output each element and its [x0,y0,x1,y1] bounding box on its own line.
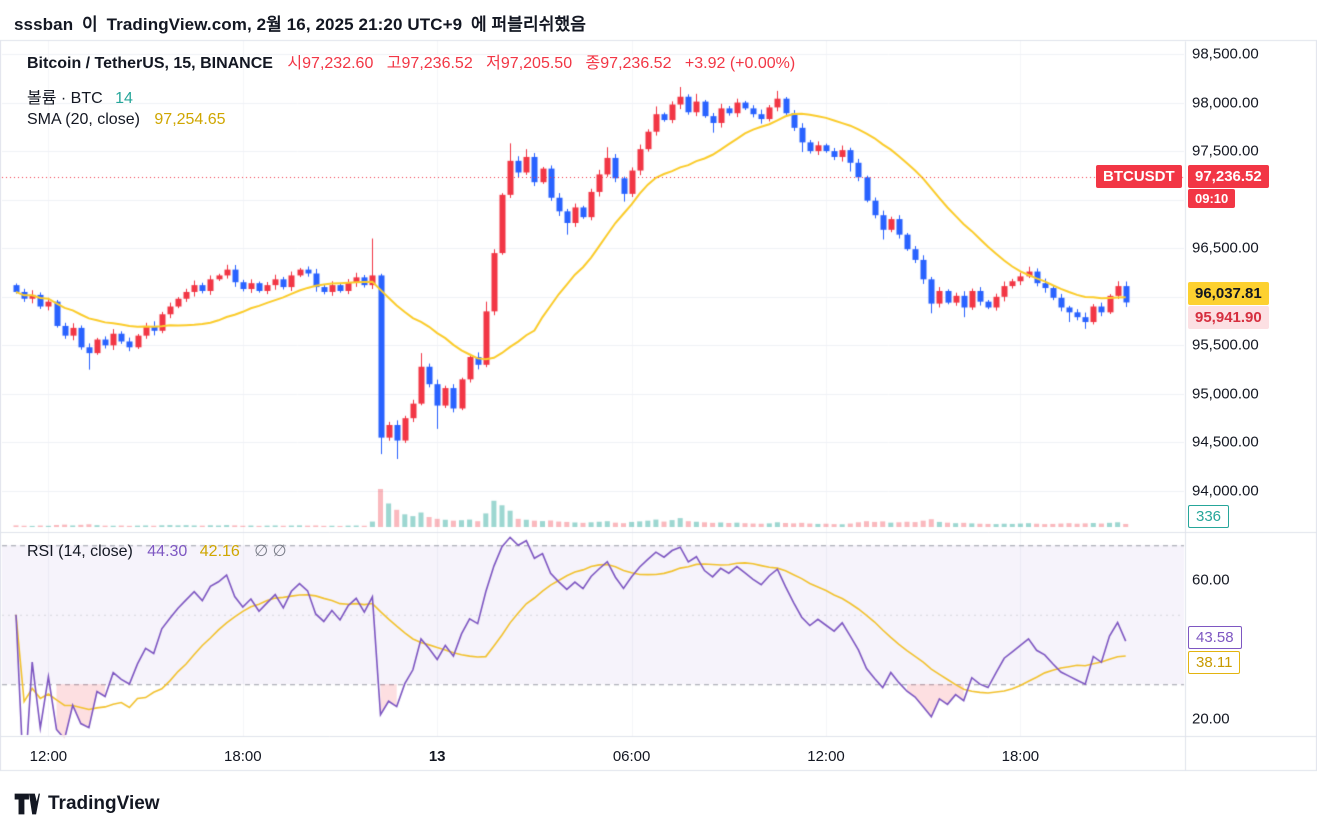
price-axis-label: 94,500.00 [1192,433,1259,451]
sma-price-badge: 96,037.81 [1188,282,1269,306]
tradingview-brand[interactable]: TradingView [48,793,160,814]
time-axis-label: 13 [428,748,446,765]
ohlc-low: 저97,205.50 [486,55,573,72]
rsi-axis-label: 60.00 [1192,571,1230,589]
countdown-badge: 09:10 [1188,188,1236,208]
price-axis-label: 95,500.00 [1192,336,1259,354]
price-axis-label: 98,000.00 [1192,94,1259,112]
publish-source-link[interactable]: TradingView.com, 2월 16, 2025 21:20 UTC+9 [106,15,463,34]
rsi-axis-label: 20.00 [1192,710,1230,728]
price-axis-label: 94,000.00 [1192,482,1259,500]
symbol-legend[interactable]: Bitcoin / TetherUS, 15, BINANCE 시97,232.… [27,49,804,73]
symbol-title: Bitcoin / TetherUS, 15, BINANCE [27,55,273,72]
ohlc-change: +3.92 (+0.00%) [684,55,796,72]
time-axis-label: 18:00 [224,748,262,765]
volume-legend[interactable]: 볼륨 · BTC 14 [27,84,133,108]
tradingview-logo-icon[interactable] [14,792,40,816]
ohlc-high: 고97,236.52 [386,55,473,72]
rsi-label: RSI (14, close) [27,543,133,560]
price-axis-label: 96,500.00 [1192,239,1259,257]
publish-tail: 에 퍼블리쉬했음 [470,15,586,34]
time-axis-label: 12:00 [29,748,68,765]
last-price-badge: 95,941.90 [1188,306,1269,330]
tradingview-footer: TradingView [14,792,160,816]
price-axis-label: 95,000.00 [1192,385,1259,403]
symbol-price-badge: 97,236.52 [1188,164,1269,188]
symbol-ticker-badge: BTCUSDT [1096,164,1182,188]
time-axis-label: 12:00 [807,748,845,765]
publisher-name[interactable]: sssban [14,15,74,34]
price-axis-label: 98,500.00 [1192,45,1259,63]
rsi-legend[interactable]: RSI (14, close) 44.30 42.16 ∅ ∅ [27,541,287,561]
sma-value: 97,254.65 [154,111,226,128]
sma-legend[interactable]: SMA (20, close) 97,254.65 [27,111,226,129]
rsi-ma-value-badge: 38.11 [1188,651,1241,675]
rsi-ma-value: 42.16 [199,543,240,560]
volume-label: 볼륨 · BTC [27,90,103,107]
time-axis-label: 06:00 [612,748,651,765]
ohlc-open: 시97,232.60 [287,55,374,72]
volume-value-badge: 336 [1188,505,1230,528]
rsi-value: 44.30 [147,543,188,560]
ohlc-close: 종97,236.52 [585,55,672,72]
price-axis-label: 97,500.00 [1192,142,1259,160]
publish-particle: 이 [82,15,98,34]
volume-ma-length: 14 [115,90,133,107]
rsi-value-badge: 43.58 [1188,626,1242,650]
time-axis-label: 18:00 [1001,748,1040,765]
rsi-hidden-bands: ∅ ∅ [254,543,287,560]
sma-label: SMA (20, close) [27,111,140,128]
publish-info: sssban 이 TradingView.com, 2월 16, 2025 21… [14,10,590,35]
